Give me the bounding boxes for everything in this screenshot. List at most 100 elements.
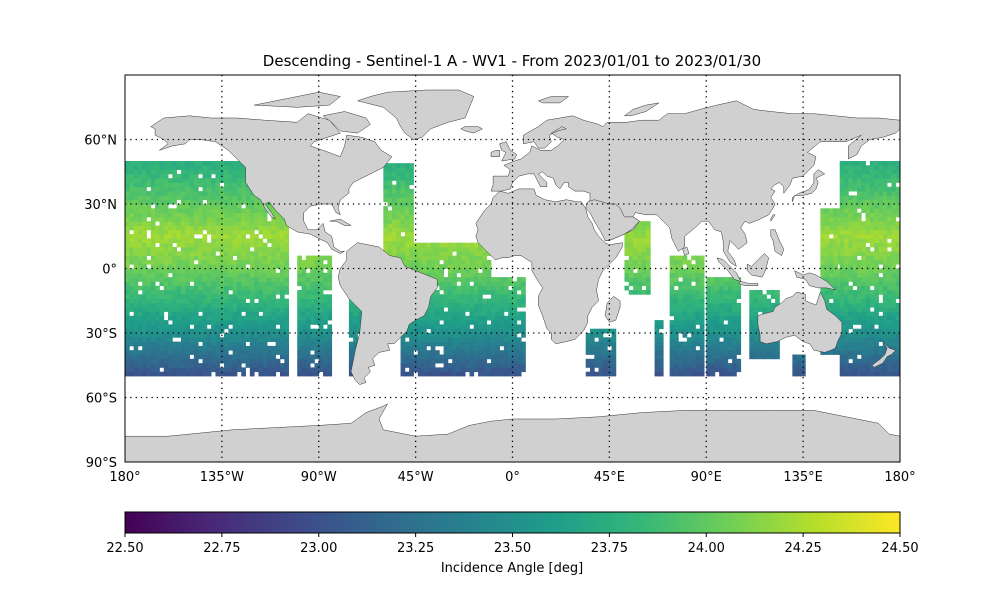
incidence-cell [443,294,449,299]
incidence-cell [645,264,651,269]
incidence-cell [645,221,651,226]
incidence-cell [844,212,849,218]
incidence-cell [236,247,242,252]
incidence-cell [249,320,255,325]
incidence-cell [271,350,277,355]
incidence-cell [447,298,453,304]
incidence-cell [133,333,139,338]
incidence-cell [125,204,130,209]
incidence-cell [456,315,462,321]
incidence-cell [133,165,139,170]
incidence-cell [189,182,195,188]
incidence-cell [710,358,716,364]
incidence-cell [839,247,845,252]
incidence-cell [852,302,858,308]
incidence-cell [202,277,208,282]
incidence-cell [686,268,692,274]
incidence-cell [159,264,165,269]
incidence-cell [891,238,897,244]
incidence-cell [232,367,238,373]
incidence-cell [150,363,156,368]
incidence-cell [443,371,449,377]
incidence-cell [146,324,152,330]
incidence-cell [439,264,445,269]
incidence-cell [673,277,679,282]
incidence-cell [146,281,152,287]
incidence-cell [172,354,178,360]
incidence-cell [129,182,135,188]
incidence-cell [232,320,238,325]
incidence-cell [198,328,203,334]
incidence-cell [193,345,199,351]
incidence-cell [882,242,888,248]
incidence-cell [770,341,776,347]
incidence-cell [215,371,221,377]
incidence-cell [267,354,272,360]
incidence-cell [185,221,190,226]
incidence-cell [852,255,858,261]
incidence-cell [645,272,651,278]
incidence-cell [168,311,173,317]
incidence-cell [861,199,866,205]
incidence-cell [215,328,221,334]
incidence-cell [710,277,716,282]
incidence-cell [895,358,900,364]
incidence-cell [895,225,900,231]
incidence-cell [422,358,427,364]
incidence-cell [146,208,152,213]
incidence-cell [284,234,290,239]
incidence-cell [439,354,445,360]
incidence-cell [172,195,178,201]
incidence-cell [422,247,427,252]
incidence-cell [133,277,139,282]
incidence-cell [624,259,630,265]
incidence-cell [271,247,277,252]
incidence-cell [426,242,432,248]
incidence-cell [176,251,182,256]
incidence-cell [839,294,845,299]
incidence-cell [486,371,492,377]
incidence-cell [219,345,225,351]
incidence-cell [874,186,879,192]
incidence-cell [133,311,139,317]
incidence-cell [155,285,160,291]
incidence-cell [224,178,229,183]
incidence-cell [882,272,888,278]
incidence-cell [430,311,436,317]
incidence-cell [878,333,884,338]
incidence-cell [404,227,410,233]
incidence-cell [732,298,737,304]
incidence-cell [159,255,165,261]
incidence-cell [590,367,595,373]
incidence-cell [452,328,457,334]
incidence-cell [887,173,892,179]
incidence-cell [882,333,888,338]
incidence-cell [189,216,195,222]
incidence-cell [129,234,135,239]
latitude-tick-label: 60°S [86,392,117,407]
incidence-cell [469,350,475,355]
incidence-cell [172,272,178,278]
incidence-cell [749,298,755,304]
incidence-cell [198,204,203,209]
incidence-cell [202,238,208,244]
incidence-cell [159,169,165,175]
incidence-cell [848,302,854,308]
incidence-cell [478,281,483,287]
incidence-cell [129,341,135,347]
incidence-cell [824,294,830,299]
incidence-cell [516,367,522,373]
incidence-cell [396,219,401,224]
incidence-cell [198,315,203,321]
incidence-cell [176,298,182,304]
incidence-cell [869,238,875,244]
incidence-cell [254,367,259,373]
incidence-cell [133,371,139,377]
incidence-cell [396,214,401,220]
incidence-cell [172,328,178,334]
incidence-cell [387,167,393,173]
incidence-cell [516,345,522,351]
incidence-cell [645,242,651,248]
incidence-cell [206,298,212,304]
incidence-cell [249,358,255,364]
